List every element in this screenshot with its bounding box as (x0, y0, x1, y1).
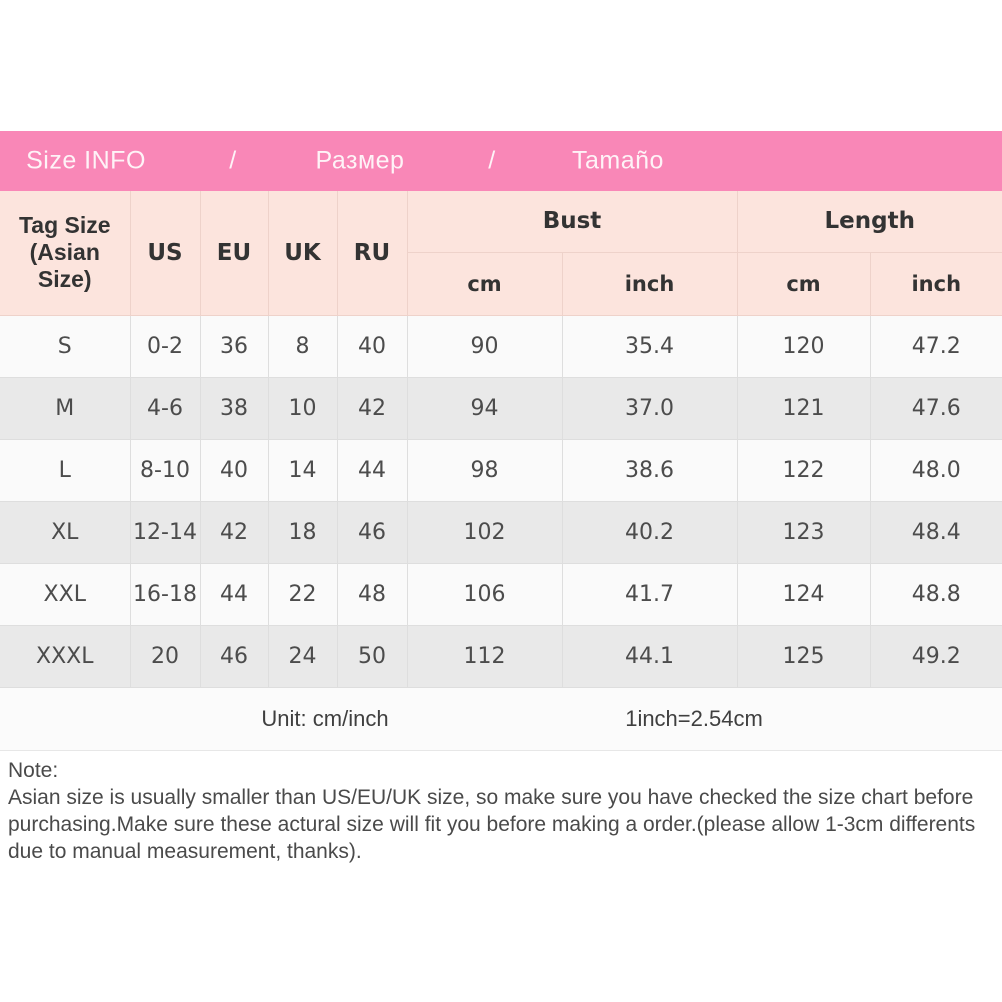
note-section: Note: Asian size is usually smaller than… (8, 757, 996, 865)
cell-length-inch: 48.4 (869, 500, 1002, 564)
cell-tag: XXL (0, 562, 131, 626)
cell-bust-cm: 90 (406, 314, 563, 378)
cell-length-inch: 48.0 (869, 438, 1002, 502)
title-separator-2: / (488, 146, 496, 175)
header-bust-inch: inch (561, 251, 738, 316)
header-bust-cm: cm (407, 251, 563, 316)
table-row-xl: XL 12-14 42 18 46 102 40.2 123 48.4 (0, 500, 1002, 564)
cell-uk: 18 (267, 500, 338, 564)
header-length-cm: cm (736, 251, 871, 316)
header-length-inch: inch (869, 251, 1002, 316)
cell-us: 20 (129, 624, 201, 688)
header-us: US (129, 191, 201, 316)
header-uk: UK (267, 191, 338, 316)
size-info-title-bar: Size INFO / Размер / Tamaño (0, 131, 1002, 191)
cell-tag: XXXL (0, 624, 131, 688)
cell-bust-inch: 38.6 (561, 438, 738, 502)
cell-us: 16-18 (129, 562, 201, 626)
cell-ru: 40 (336, 314, 408, 378)
cell-bust-cm: 106 (406, 562, 563, 626)
cell-bust-cm: 112 (406, 624, 563, 688)
cell-bust-inch: 40.2 (561, 500, 738, 564)
note-text: Asian size is usually smaller than US/EU… (8, 786, 976, 863)
cell-tag: L (0, 438, 131, 502)
cell-bust-cm: 94 (406, 376, 563, 440)
cell-length-inch: 49.2 (869, 624, 1002, 688)
header-ru: RU (336, 191, 408, 316)
cell-tag: S (0, 314, 131, 378)
header-row-groups: Tag Size (Asian Size) US EU UK RU Bust L… (0, 191, 1002, 316)
header-tag-size-line1: Tag Size (18, 212, 111, 239)
table-row-xxl: XXL 16-18 44 22 48 106 41.7 124 48.8 (0, 562, 1002, 626)
cell-tag: XL (0, 500, 131, 564)
size-table: Tag Size (Asian Size) US EU UK RU Bust L… (0, 191, 1002, 751)
cell-length-cm: 121 (736, 376, 871, 440)
cell-us: 8-10 (129, 438, 201, 502)
cell-tag: M (0, 376, 131, 440)
cell-uk: 10 (267, 376, 338, 440)
cell-bust-inch: 41.7 (561, 562, 738, 626)
cell-eu: 42 (199, 500, 269, 564)
note-label: Note: (8, 759, 59, 782)
table-footer-row: Unit: cm/inch 1inch=2.54cm (0, 686, 1002, 751)
cell-eu: 36 (199, 314, 269, 378)
cell-length-cm: 122 (736, 438, 871, 502)
header-eu: EU (199, 191, 269, 316)
cell-bust-inch: 44.1 (561, 624, 738, 688)
unit-label: Unit: cm/inch (261, 705, 389, 731)
title-separator-1: / (229, 146, 237, 175)
header-tag-size: Tag Size (Asian Size) (0, 191, 131, 316)
header-row-units: cm inch cm inch (0, 251, 1002, 316)
cell-ru: 46 (336, 500, 408, 564)
cell-bust-cm: 98 (406, 438, 563, 502)
table-row-l: L 8-10 40 14 44 98 38.6 122 48.0 (0, 438, 1002, 502)
conversion-label: 1inch=2.54cm (625, 705, 763, 731)
cell-eu: 40 (199, 438, 269, 502)
cell-ru: 50 (336, 624, 408, 688)
cell-eu: 44 (199, 562, 269, 626)
cell-eu: 38 (199, 376, 269, 440)
cell-uk: 24 (267, 624, 338, 688)
cell-length-cm: 125 (736, 624, 871, 688)
cell-length-cm: 120 (736, 314, 871, 378)
cell-length-cm: 123 (736, 500, 871, 564)
title-razmer: Размер (315, 146, 405, 175)
header-tag-size-line2: (Asian Size) (29, 239, 100, 293)
title-size-info: Size INFO (26, 146, 146, 175)
table-row-m: M 4-6 38 10 42 94 37.0 121 47.6 (0, 376, 1002, 440)
cell-length-inch: 47.6 (869, 376, 1002, 440)
header-length: Length (736, 191, 1002, 253)
cell-us: 4-6 (129, 376, 201, 440)
cell-us: 0-2 (129, 314, 201, 378)
cell-length-cm: 124 (736, 562, 871, 626)
cell-length-inch: 47.2 (869, 314, 1002, 378)
header-bust: Bust (406, 191, 738, 253)
table-row-s: S 0-2 36 8 40 90 35.4 120 47.2 (0, 314, 1002, 378)
cell-ru: 44 (336, 438, 408, 502)
cell-ru: 42 (336, 376, 408, 440)
cell-bust-inch: 35.4 (561, 314, 738, 378)
cell-eu: 46 (199, 624, 269, 688)
cell-uk: 8 (267, 314, 338, 378)
cell-length-inch: 48.8 (869, 562, 1002, 626)
title-tamano: Tamaño (572, 146, 664, 175)
footer-cell: Unit: cm/inch 1inch=2.54cm (0, 686, 1002, 751)
cell-uk: 22 (267, 562, 338, 626)
cell-ru: 48 (336, 562, 408, 626)
cell-bust-inch: 37.0 (561, 376, 738, 440)
cell-uk: 14 (267, 438, 338, 502)
cell-bust-cm: 102 (406, 500, 563, 564)
cell-us: 12-14 (129, 500, 201, 564)
table-row-xxxl: XXXL 20 46 24 50 112 44.1 125 49.2 (0, 624, 1002, 688)
